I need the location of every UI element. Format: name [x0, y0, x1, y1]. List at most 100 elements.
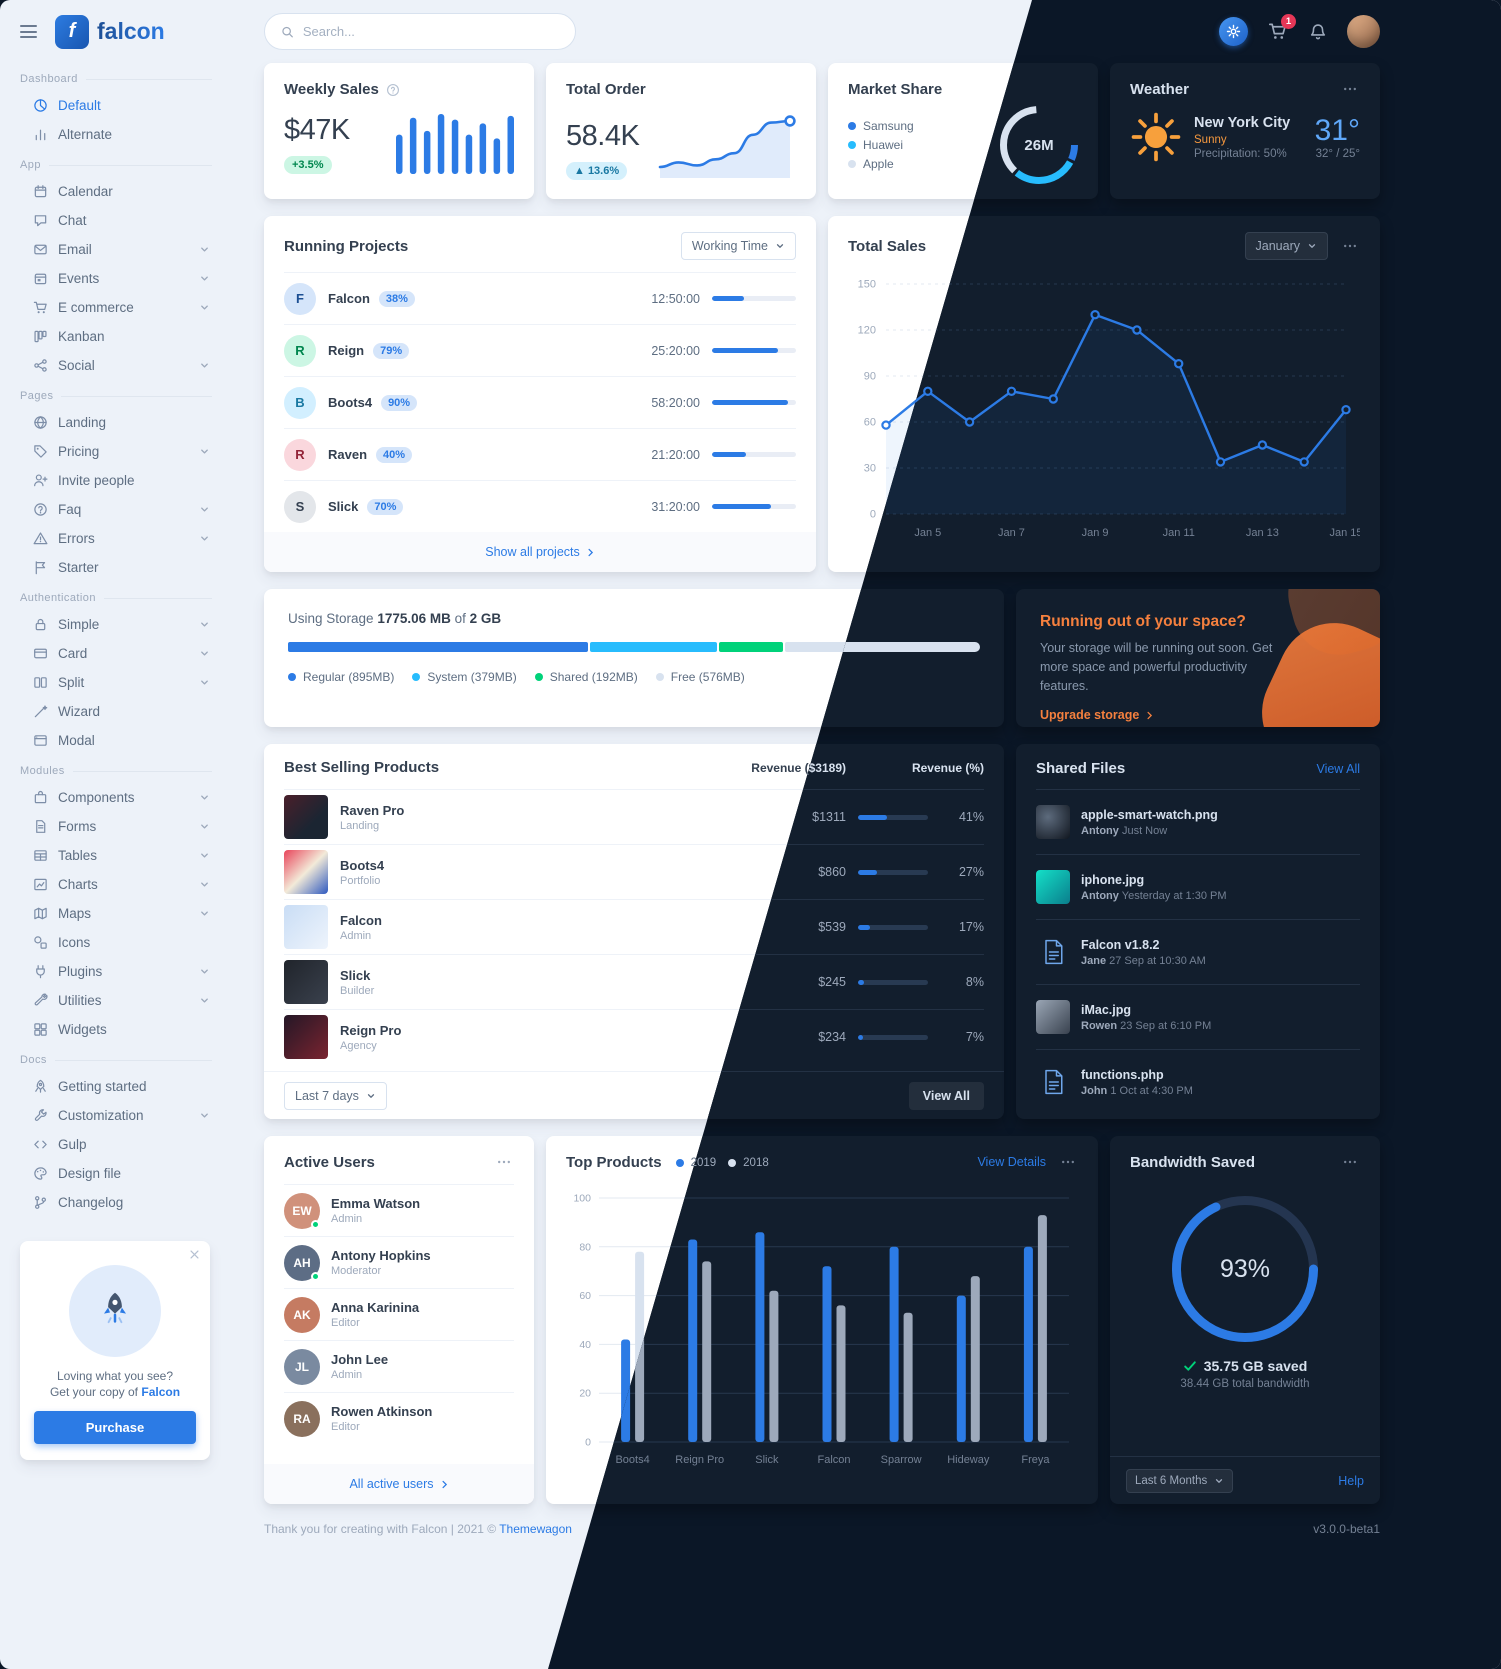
sidebar-item[interactable]: Wizard: [18, 697, 212, 726]
sidebar-item[interactable]: Starter: [18, 553, 212, 582]
cart-button[interactable]: 1: [1266, 14, 1296, 43]
user-name-link[interactable]: John Lee: [331, 1352, 389, 1367]
working-time-select[interactable]: Working Time: [680, 232, 796, 260]
file-name-link[interactable]: iMac.jpg: [1081, 1002, 1132, 1017]
sidebar-item[interactable]: E commerce: [18, 293, 212, 322]
product-name-link[interactable]: Falcon: [340, 912, 382, 928]
help-link[interactable]: Help: [1338, 1473, 1364, 1488]
svg-text:100: 100: [573, 1193, 591, 1205]
product-revenue: $245: [818, 975, 846, 989]
sidebar-item[interactable]: Maps: [18, 899, 212, 928]
files-view-all-link[interactable]: View All: [1316, 761, 1360, 776]
project-name-link[interactable]: Raven: [328, 447, 368, 462]
user-name-link[interactable]: Anna Karinina: [331, 1300, 420, 1315]
sidebar-item[interactable]: Simple: [18, 610, 212, 639]
sidebar-item[interactable]: Calendar: [18, 177, 212, 206]
file-name-link[interactable]: Falcon v1.8.2: [1081, 937, 1160, 952]
sidebar-item[interactable]: Gulp: [18, 1130, 212, 1159]
sidebar-item[interactable]: Events: [18, 264, 212, 293]
sidebar-item[interactable]: Landing: [18, 408, 212, 437]
sidebar-item[interactable]: Social: [18, 351, 212, 380]
legend-item[interactable]: 2018: [728, 1157, 769, 1169]
sidebar-item[interactable]: Invite people: [18, 466, 212, 495]
view-details-link[interactable]: View Details: [977, 1155, 1046, 1169]
product-name-link[interactable]: Raven Pro: [340, 802, 405, 818]
upgrade-storage-link[interactable]: Upgrade storage: [1040, 708, 1154, 722]
sidebar-item[interactable]: Utilities: [18, 986, 212, 1015]
sidebar-item[interactable]: Kanban: [18, 322, 212, 351]
sidebar-item[interactable]: Alternate: [18, 120, 212, 149]
legend-item[interactable]: Apple: [848, 157, 914, 171]
project-name-link[interactable]: Slick: [328, 499, 359, 514]
sidebar-item[interactable]: Design file: [18, 1159, 212, 1188]
last-7-days-select[interactable]: Last 7 days: [284, 1081, 387, 1110]
legend-item[interactable]: 2019: [675, 1157, 716, 1169]
sidebar-item[interactable]: Card: [18, 639, 212, 668]
sidebar-item[interactable]: Faq: [18, 495, 212, 524]
sidebar-item[interactable]: Icons: [18, 928, 212, 957]
sidebar-item[interactable]: Widgets: [18, 1015, 212, 1044]
select-value: Working Time: [691, 239, 768, 253]
file-name-link[interactable]: iphone.jpg: [1081, 872, 1145, 887]
sidebar-item[interactable]: Getting started: [18, 1072, 212, 1101]
running-projects-card: Running Projects Working Time F Falcon 3…: [264, 216, 816, 572]
sidebar-item[interactable]: Plugins: [18, 957, 212, 986]
storage-legend-item: Shared (192MB): [534, 670, 638, 684]
user-name-link[interactable]: Antony Hopkins: [331, 1248, 431, 1263]
project-name-link[interactable]: Reign: [328, 343, 365, 358]
sidebar-item[interactable]: Customization: [18, 1101, 212, 1130]
themewagon-link[interactable]: Themewagon: [499, 1522, 572, 1536]
user-avatar[interactable]: [1347, 15, 1380, 48]
show-all-projects-link[interactable]: Show all projects: [485, 545, 595, 559]
product-name-link[interactable]: Slick: [340, 967, 371, 983]
menu-toggle-button[interactable]: [18, 21, 39, 42]
sidebar-item[interactable]: Errors: [18, 524, 212, 553]
search-input[interactable]: [302, 24, 559, 39]
sidebar-item[interactable]: Split: [18, 668, 212, 697]
sidebar-item[interactable]: Modal: [18, 726, 212, 755]
sidebar-item[interactable]: Charts: [18, 870, 212, 899]
falcon-link[interactable]: Falcon: [141, 1385, 181, 1399]
card-menu-button[interactable]: [1340, 236, 1360, 256]
close-icon[interactable]: [189, 1249, 200, 1260]
all-active-users-link[interactable]: All active users: [349, 1477, 448, 1491]
user-name-link[interactable]: Rowen Atkinson: [331, 1404, 433, 1419]
sidebar-item[interactable]: Pricing: [18, 437, 212, 466]
notifications-button[interactable]: [1307, 21, 1329, 43]
legend-label: Apple: [863, 157, 894, 171]
card-menu-button[interactable]: [1340, 1152, 1360, 1172]
user-name-link[interactable]: Emma Watson: [331, 1196, 421, 1211]
project-name-link[interactable]: Boots4: [328, 395, 373, 410]
product-name-link[interactable]: Reign Pro: [340, 1022, 402, 1038]
sidebar-item[interactable]: Tables: [18, 841, 212, 870]
card-menu-button[interactable]: [1340, 79, 1360, 99]
sidebar-item[interactable]: Changelog: [18, 1188, 212, 1217]
question-circle-icon[interactable]: [386, 83, 400, 97]
project-name-link[interactable]: Falcon: [328, 291, 370, 306]
sidebar-item[interactable]: Forms: [18, 812, 212, 841]
sidebar-item[interactable]: Components: [18, 783, 212, 812]
avatar: RA: [284, 1400, 320, 1437]
file-name-link[interactable]: functions.php: [1081, 1067, 1164, 1082]
card-menu-button[interactable]: [1058, 1152, 1078, 1172]
legend-item[interactable]: Huawei: [848, 138, 914, 152]
settings-button[interactable]: [1219, 17, 1248, 46]
warning-icon: [32, 531, 48, 546]
sidebar-item[interactable]: Email: [18, 235, 212, 264]
file-name-link[interactable]: apple-smart-watch.png: [1081, 807, 1218, 822]
last-6-months-select[interactable]: Last 6 Months: [1126, 1468, 1234, 1493]
legend-item[interactable]: Samsung: [848, 119, 914, 133]
file-lines-icon: [32, 819, 48, 834]
sidebar-item[interactable]: Chat: [18, 206, 212, 235]
card-menu-button[interactable]: [494, 1152, 514, 1172]
brand-logo[interactable]: f falcon: [55, 14, 165, 49]
sidebar-item[interactable]: Default: [18, 91, 212, 120]
file-icon: [1036, 938, 1070, 966]
product-name-link[interactable]: Boots4: [340, 857, 385, 873]
month-select[interactable]: January: [1244, 232, 1328, 260]
project-avatar: R: [284, 334, 316, 367]
search-box[interactable]: [264, 13, 576, 50]
wrench-icon: [32, 1108, 48, 1123]
view-all-button[interactable]: View All: [908, 1081, 984, 1110]
purchase-button[interactable]: Purchase: [34, 1411, 196, 1444]
